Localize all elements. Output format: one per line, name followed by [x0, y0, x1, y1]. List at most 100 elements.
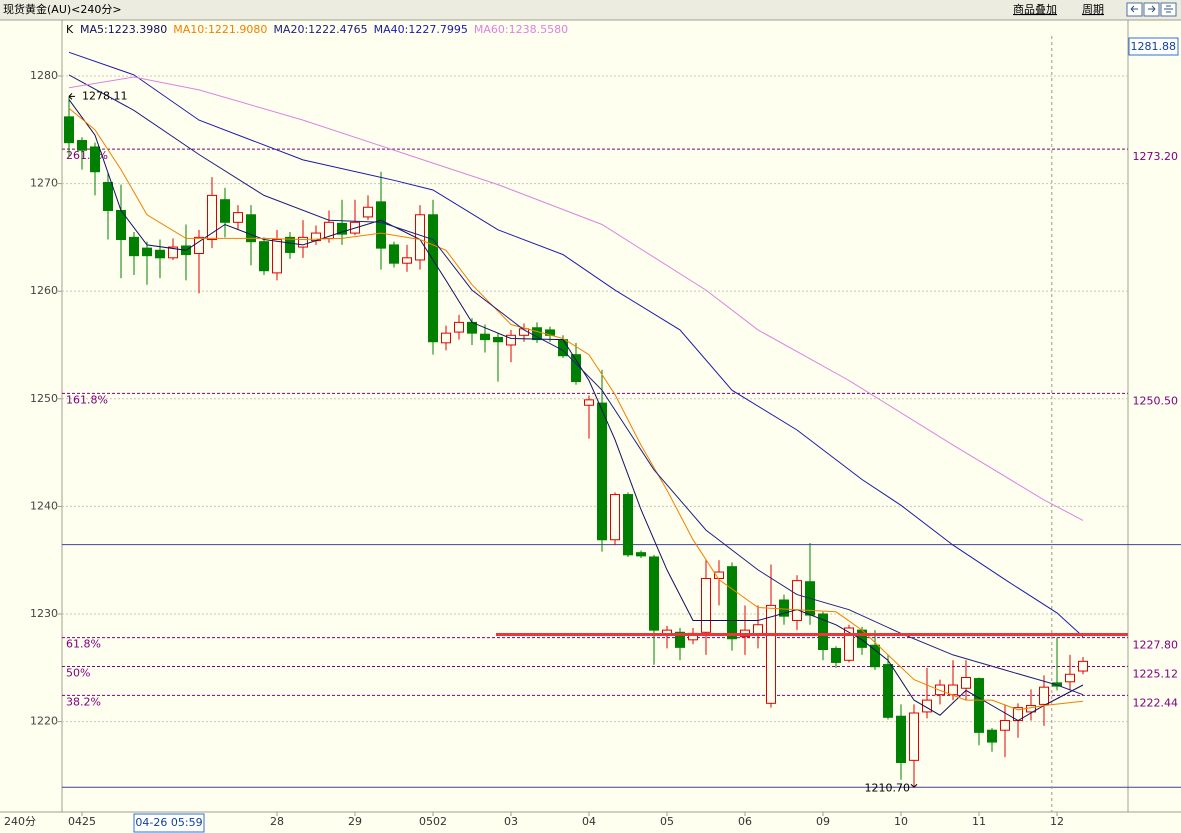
x-tick-label: 11	[972, 815, 986, 828]
menu-item[interactable]: 周期	[1082, 3, 1104, 16]
menu-item[interactable]: 商品叠加	[1013, 2, 1057, 16]
ma-line	[68, 76, 1084, 521]
x-tick-label: 0502	[419, 815, 447, 828]
fib-ratio: 50%	[66, 667, 90, 680]
candle-body	[389, 244, 399, 264]
ma-line	[68, 74, 1084, 696]
fib-value: 1225.12	[1133, 668, 1179, 681]
candle-body	[987, 729, 997, 743]
fib-value: 1222.44	[1133, 696, 1179, 709]
ma-line	[68, 99, 1084, 722]
x-tick-label: 10	[894, 815, 908, 828]
annotation-arrow	[68, 93, 75, 100]
candle-body	[883, 664, 893, 718]
candle-body	[610, 494, 620, 541]
candle-body	[870, 644, 880, 668]
candle-body	[532, 327, 542, 341]
y-tick-label: 1260	[30, 284, 58, 297]
fib-value: 1250.50	[1133, 394, 1179, 407]
legend-prefix: K	[66, 23, 74, 36]
candle-body	[766, 604, 776, 704]
candle-body	[948, 684, 958, 696]
x-tick-label: 05	[660, 815, 674, 828]
candle-body	[701, 577, 711, 633]
candle-body	[90, 146, 100, 173]
fib-ratio: 161.8%	[66, 393, 108, 406]
fib-value: 1227.80	[1133, 639, 1179, 652]
candle-body	[233, 212, 243, 223]
candle-body	[142, 247, 152, 257]
candle-body	[597, 402, 607, 541]
candle-body	[155, 249, 165, 259]
cursor-price: 1281.88	[1131, 40, 1177, 53]
x-tick-label: 29	[348, 815, 362, 828]
legend-entry: MA20:1222.4765	[273, 23, 367, 36]
candle-body	[194, 236, 204, 255]
candle-body	[506, 334, 516, 346]
y-tick-label: 1220	[30, 715, 58, 728]
candle-body	[649, 556, 659, 631]
candle-body	[259, 241, 269, 272]
candle-body	[77, 140, 87, 151]
cursor-time-box	[133, 813, 205, 833]
y-tick-label: 1240	[30, 499, 58, 512]
candle-body	[844, 627, 854, 661]
candle-body	[1000, 720, 1010, 731]
fib-ratio: 61.8%	[66, 638, 101, 651]
candle-body	[480, 333, 490, 341]
legend-entry: MA5:1223.3980	[80, 23, 167, 36]
candle-body	[64, 116, 74, 144]
candle-body	[896, 715, 906, 764]
candle-body	[909, 712, 919, 761]
top-bar	[0, 0, 1181, 20]
candle-body	[337, 222, 347, 235]
x-tick-label: 04	[582, 815, 596, 828]
candle-body	[675, 631, 685, 648]
candle-body	[1065, 673, 1075, 683]
y-tick-label: 1250	[30, 392, 58, 405]
candle-body	[246, 214, 256, 243]
candle-body	[272, 239, 282, 274]
candle-body	[623, 494, 633, 556]
y-tick-label: 1230	[30, 607, 58, 620]
candle-body	[207, 194, 217, 241]
legend: MA5:1223.3980 MA10:1221.9080 MA20:1222.476…	[80, 23, 568, 36]
candle-body	[415, 214, 425, 261]
candle-body	[441, 332, 451, 344]
candle-body	[298, 236, 308, 248]
fib-ratio: 38.2%	[66, 695, 101, 708]
candle-body	[636, 552, 646, 557]
x-tick-label: 28	[270, 815, 284, 828]
candle-body	[922, 699, 932, 713]
candle-body	[168, 246, 178, 259]
candle-body	[428, 214, 438, 343]
annotation: 1278.11	[82, 89, 128, 102]
x-tick-label: 06	[738, 815, 752, 828]
button-icon	[1130, 5, 1173, 13]
candle-body	[792, 580, 802, 621]
chart-title: 现货黄金(AU)<240分>	[3, 2, 122, 16]
candle-body	[220, 199, 230, 223]
candle-body	[818, 613, 828, 651]
legend-entry: MA60:1238.5580	[474, 23, 568, 36]
cursor-price-box	[1128, 37, 1179, 56]
y-tick-label: 1270	[30, 177, 58, 190]
candle-body	[571, 354, 581, 383]
candle-body	[285, 236, 295, 253]
candle-body	[103, 181, 113, 211]
candle-body	[493, 336, 503, 343]
x-tick-label: 03	[504, 815, 518, 828]
candle-body	[363, 206, 373, 218]
x-tick-label: 09	[816, 815, 830, 828]
candle-body	[974, 678, 984, 733]
window-buttons[interactable]	[1126, 2, 1177, 17]
candle-body	[402, 257, 412, 264]
legend-entry: MA10:1221.9080	[173, 23, 267, 36]
candle-body	[129, 236, 139, 257]
cursor-time: 04-26 05:59	[135, 816, 202, 829]
x-tick-label: 0425	[68, 815, 96, 828]
ma-line	[68, 51, 1084, 637]
annotation: 1210.70	[865, 781, 911, 794]
